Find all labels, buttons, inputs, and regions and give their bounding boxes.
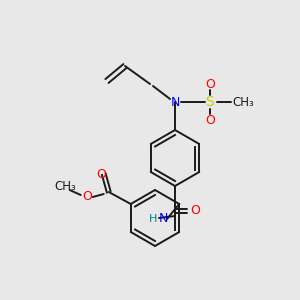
Text: CH₃: CH₃ <box>232 95 254 109</box>
Text: O: O <box>82 190 92 203</box>
Text: O: O <box>190 205 200 218</box>
Text: N: N <box>158 212 168 226</box>
Text: O: O <box>96 167 106 181</box>
Text: CH₃: CH₃ <box>54 181 76 194</box>
Text: O: O <box>205 113 215 127</box>
Text: N: N <box>170 95 180 109</box>
Text: H: H <box>149 214 157 224</box>
Text: O: O <box>205 77 215 91</box>
Text: S: S <box>206 95 214 109</box>
